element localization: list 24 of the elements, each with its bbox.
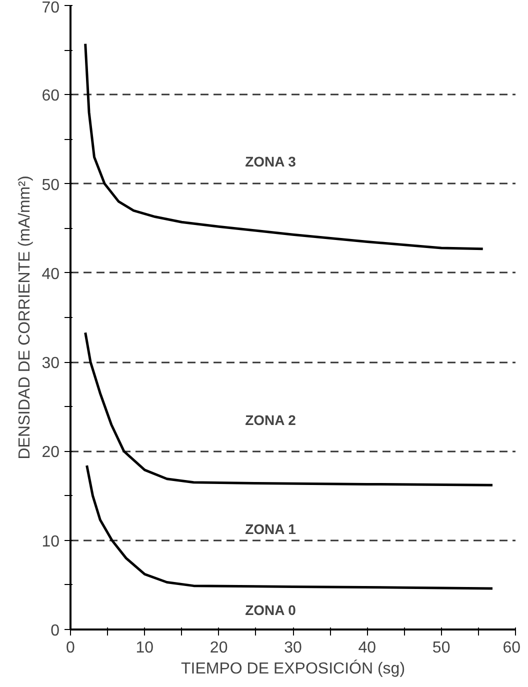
line-series xyxy=(86,464,494,590)
x-tick-label: 40 xyxy=(358,640,376,656)
x-axis-title: TIEMPO DE EXPOSICIÓN (sg) xyxy=(180,660,406,678)
y-tick-label: 30 xyxy=(42,355,60,372)
y-tick-label: 50 xyxy=(42,176,60,194)
y-tick-label: 70 xyxy=(42,0,60,16)
annotation: ZONA 0 xyxy=(245,602,296,618)
x-tick-label: 60 xyxy=(502,640,521,656)
line-series xyxy=(84,331,494,486)
y-tick-label: 10 xyxy=(42,533,60,550)
x-tick-label: 50 xyxy=(432,640,450,656)
x-tick-label: 0 xyxy=(66,640,76,656)
x-tick-label: 10 xyxy=(136,640,154,656)
annotation: ZONA 1 xyxy=(245,521,296,538)
y-tick-label: 60 xyxy=(42,88,60,105)
line-series xyxy=(84,42,484,250)
x-tick-label: 30 xyxy=(284,640,302,656)
annotation: ZONA 2 xyxy=(245,412,296,428)
y-axis-title: DENSIDAD DE CORRIENTE (mA/mm²) xyxy=(16,176,34,460)
annotation: ZONA 3 xyxy=(245,154,296,170)
y-tick-label: 40 xyxy=(42,266,60,283)
y-tick-label: 0 xyxy=(50,622,60,640)
y-tick-label: 20 xyxy=(42,444,60,462)
x-tick-label: 20 xyxy=(210,640,228,656)
